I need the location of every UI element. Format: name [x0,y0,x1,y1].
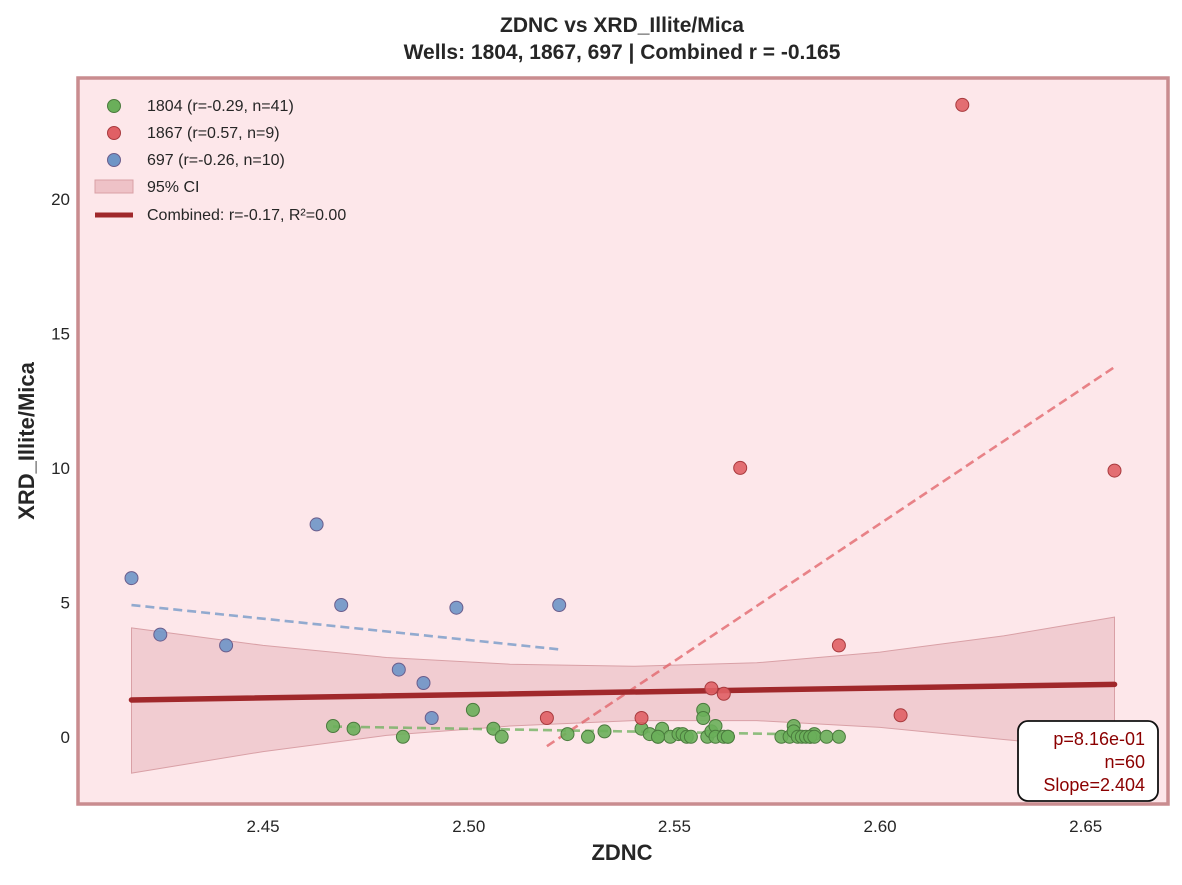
legend: 1804 (r=-0.29, n=41) 1867 (r=0.57, n=9) … [94,98,346,224]
point-series-3-5 [334,598,349,612]
legend-swatch-ci [94,179,134,194]
legend-label-ci: 95% CI [147,179,199,196]
point-series-1-7 [560,727,575,742]
y-tick-label: 0 [61,728,70,747]
point-series-2-2 [634,711,649,725]
legend-label-1804: 1804 (r=-0.29, n=41) [147,98,294,115]
y-axis-ticks: 0 5 10 15 20 [51,190,70,747]
point-series-1-4 [465,702,480,717]
stats-p-value: p=8.16e-01 [1053,729,1145,749]
point-series-1-3 [395,729,410,744]
y-tick-label: 15 [51,324,70,343]
point-series-1-38 [819,729,834,744]
y-tick-label: 10 [51,459,70,478]
point-series-3-1 [124,571,139,586]
point-series-1-5 [486,721,501,736]
point-series-3-8 [424,711,439,725]
point-series-2-5 [733,460,748,475]
x-tick-label: 2.60 [864,817,897,836]
point-series-2-1 [539,711,554,725]
point-series-1-41 [720,729,735,744]
chart-title: ZDNC vs XRD_Illite/Mica [500,14,744,37]
point-series-3-6 [391,662,406,677]
trend-line-3 [131,603,560,651]
point-series-1-37 [807,729,822,744]
point-series-1-8 [581,729,595,744]
trend-line-1 [332,725,819,736]
point-series-2-3 [704,681,719,696]
legend-label-697: 697 (r=-0.26, n=10) [147,152,285,169]
point-series-2-9 [1107,463,1122,478]
stats-slope: Slope=2.404 [1043,775,1145,795]
point-series-1-18 [683,729,698,744]
point-series-1-9 [597,724,612,739]
legend-marker-1867 [107,126,121,140]
x-tick-label: 2.55 [658,817,691,836]
y-axis-label: XRD_Illite/Mica [14,361,39,519]
x-tick-label: 2.50 [452,817,485,836]
stats-box: p=8.16e-01 n=60 Slope=2.404 [1017,720,1159,802]
stats-n: n=60 [1104,752,1145,772]
point-series-2-4 [716,686,731,701]
point-series-2-7 [893,708,908,723]
x-tick-label: 2.65 [1069,817,1102,836]
x-axis-label: ZDNC [591,840,652,865]
combined-line-layer [128,681,1118,703]
points-layer [124,97,1122,744]
chart-subtitle: Wells: 1804, 1867, 697 | Combined r = -0… [404,41,841,64]
y-tick-label: 20 [51,190,70,209]
point-series-2-6 [831,638,846,653]
point-series-2-8 [955,97,970,112]
point-series-1-39 [831,729,846,744]
point-series-3-10 [552,598,567,612]
point-series-1-6 [494,729,509,744]
point-series-1-2 [346,721,361,736]
y-tick-label: 5 [61,593,70,612]
trend-lines-layer [131,365,1116,748]
point-series-1-40 [651,729,665,744]
point-series-1-20 [696,711,711,725]
x-tick-label: 2.45 [247,817,280,836]
point-series-3-7 [416,676,431,690]
plot-frame [76,76,1170,806]
legend-marker-1804 [107,99,121,113]
trend-line-2 [546,365,1116,748]
legend-marker-697 [107,153,121,167]
stats-box-frame [1017,720,1159,802]
point-series-3-9 [449,600,464,615]
x-axis-ticks: 2.45 2.50 2.55 2.60 2.65 [247,817,1103,836]
point-series-1-1 [326,719,340,733]
legend-label-1867: 1867 (r=0.57, n=9) [147,125,280,142]
combined-regression-line [128,681,1118,703]
legend-label-combined: Combined: r=-0.17, R²=0.00 [147,207,346,224]
point-series-3-4 [309,517,324,532]
point-series-3-2 [153,627,168,642]
point-series-3-3 [219,638,234,653]
